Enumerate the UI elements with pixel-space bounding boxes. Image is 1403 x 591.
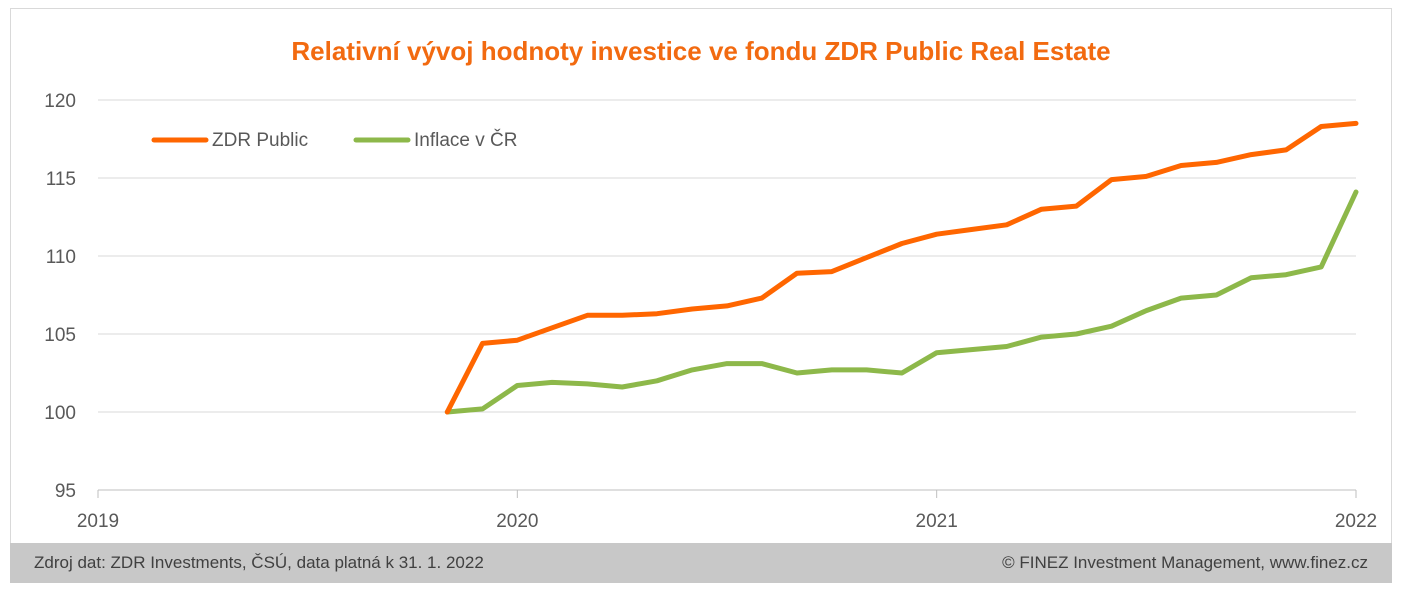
gridlines <box>98 99 1356 413</box>
x-tick-label: 2021 <box>916 511 958 532</box>
legend-label-1: Inflace v ČR <box>414 129 517 151</box>
y-tick-label: 100 <box>44 403 76 424</box>
series-line-1 <box>444 189 1359 415</box>
footer-bar: Zdroj dat: ZDR Investments, ČSÚ, data pl… <box>10 543 1392 583</box>
line-chart: Relativní vývoj hodnoty investice ve fon… <box>44 36 1377 532</box>
chart-title: Relativní vývoj hodnoty investice ve fon… <box>291 36 1110 66</box>
y-axis: 95 100 105 110 115 120 <box>44 91 76 502</box>
y-tick-label: 95 <box>55 481 76 502</box>
legend-label-0: ZDR Public <box>212 130 308 151</box>
x-tick-label: 2022 <box>1335 511 1377 532</box>
y-tick-label: 120 <box>44 91 76 112</box>
y-tick-label: 105 <box>44 325 76 346</box>
x-tick-label: 2020 <box>496 511 538 532</box>
y-tick-label: 115 <box>46 169 76 190</box>
x-axis: 2019 2020 2021 2022 <box>77 489 1377 532</box>
series-line-0 <box>444 120 1359 415</box>
legend: ZDR Public Inflace v ČR <box>151 129 517 151</box>
copyright-note: © FINEZ Investment Management, www.finez… <box>1002 553 1368 572</box>
y-tick-label: 110 <box>46 247 76 268</box>
source-note: Zdroj dat: ZDR Investments, ČSÚ, data pl… <box>34 553 484 572</box>
series-layer <box>444 120 1359 415</box>
chart-frame <box>10 8 1392 583</box>
x-tick-label: 2019 <box>77 511 119 532</box>
